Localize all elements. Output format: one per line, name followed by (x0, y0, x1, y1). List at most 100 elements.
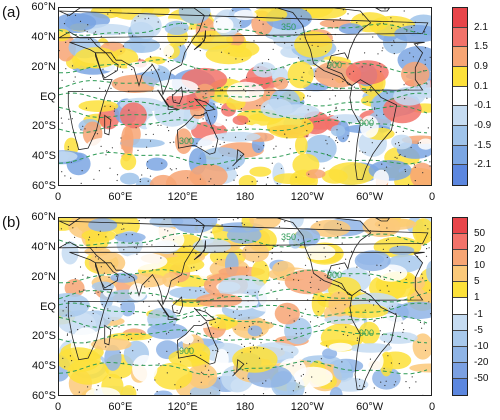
significance-dot (301, 315, 303, 317)
colorbar-segment (453, 314, 467, 331)
significance-dot (381, 126, 383, 129)
significance-dot (368, 301, 370, 303)
significance-dot (93, 178, 95, 180)
significance-dot (213, 103, 215, 105)
significance-dot (210, 178, 212, 180)
significance-dot (300, 245, 302, 247)
coastline (193, 30, 206, 51)
significance-dot (340, 227, 342, 229)
significance-dot (235, 184, 236, 185)
shading-patch (360, 115, 379, 138)
significance-dot (303, 71, 305, 74)
significance-dot (66, 333, 69, 335)
significance-dot (218, 219, 220, 221)
shading-patch (91, 338, 132, 351)
significance-dot (202, 118, 204, 120)
shading-patch (328, 342, 353, 352)
significance-dot (120, 304, 122, 306)
coastline (232, 358, 245, 377)
significance-dot (95, 31, 97, 33)
significance-dot (173, 324, 175, 326)
significance-dot (158, 363, 160, 365)
significance-dot (199, 157, 201, 159)
significance-dot (215, 263, 217, 265)
significance-dot (198, 320, 200, 322)
shading-patch (168, 349, 210, 367)
significance-dot (307, 95, 309, 97)
significance-dot (65, 41, 67, 44)
significance-dot (64, 366, 66, 368)
significance-dot (371, 117, 374, 119)
significance-dot (365, 91, 367, 93)
significance-dot (278, 226, 281, 228)
significance-dot (166, 126, 168, 128)
significance-dot (114, 108, 116, 110)
shading-patch (85, 387, 121, 395)
significance-dot (242, 242, 244, 245)
significance-dot (395, 131, 397, 133)
significance-dot (221, 109, 224, 111)
significance-dot (353, 86, 355, 88)
shading-patch (147, 323, 188, 340)
shading-patch (64, 14, 97, 31)
significance-dot (268, 91, 270, 93)
lat-tick-label: 60°N (31, 1, 56, 13)
shading-patch (187, 363, 218, 389)
significance-dot (426, 83, 428, 85)
significance-dot (271, 258, 273, 260)
significance-dot (348, 140, 350, 143)
significance-dot (256, 180, 258, 182)
significance-dot (136, 253, 138, 255)
significance-dot (427, 228, 429, 230)
lat-tick-label: 40°S (32, 360, 56, 373)
significance-dot (108, 276, 110, 278)
significance-dot (105, 346, 107, 348)
significance-dot (259, 335, 261, 337)
significance-dot (79, 266, 82, 268)
significance-dot (311, 276, 313, 278)
significance-dot (65, 314, 67, 316)
coastline (176, 111, 219, 155)
significance-dot (268, 58, 270, 61)
significance-dot (214, 250, 216, 252)
significance-dot (402, 59, 404, 62)
significance-dot (104, 89, 107, 91)
significance-dot (111, 147, 113, 149)
significance-dot (332, 78, 334, 80)
significance-dot (356, 337, 359, 339)
significance-dot (310, 286, 312, 289)
shading-patch (208, 317, 238, 329)
significance-dot (384, 8, 386, 10)
colorbar-label: 0.9 (474, 61, 488, 72)
significance-dot (121, 228, 123, 230)
significance-dot (263, 145, 265, 147)
significance-dot (235, 58, 237, 60)
colorbar-label: -0.9 (474, 120, 492, 131)
significance-dot (307, 109, 309, 111)
significance-dot (209, 392, 212, 394)
significance-dot (169, 142, 171, 144)
significance-dot (96, 389, 98, 391)
significance-dot (174, 244, 176, 246)
significance-dot (222, 155, 224, 157)
significance-dot (188, 138, 190, 140)
significance-dot (209, 285, 211, 287)
significance-dot (220, 51, 223, 53)
significance-dot (86, 31, 88, 33)
significance-dot (396, 245, 399, 247)
significance-dot (317, 316, 319, 319)
significance-dot (253, 84, 255, 86)
climatology-contour (59, 288, 428, 304)
significance-dot (238, 314, 240, 316)
significance-dot (137, 15, 139, 17)
significance-dot (147, 161, 149, 163)
significance-dot (160, 124, 162, 126)
shading-patch (154, 390, 173, 395)
lat-tick-label: 40°N (31, 30, 56, 43)
significance-dot (195, 253, 197, 255)
significance-dot (295, 31, 297, 34)
lon-tick-label: 60°W (356, 401, 384, 413)
colorbar-segment (453, 86, 467, 107)
significance-dot (386, 227, 388, 229)
significance-dot (221, 89, 223, 91)
